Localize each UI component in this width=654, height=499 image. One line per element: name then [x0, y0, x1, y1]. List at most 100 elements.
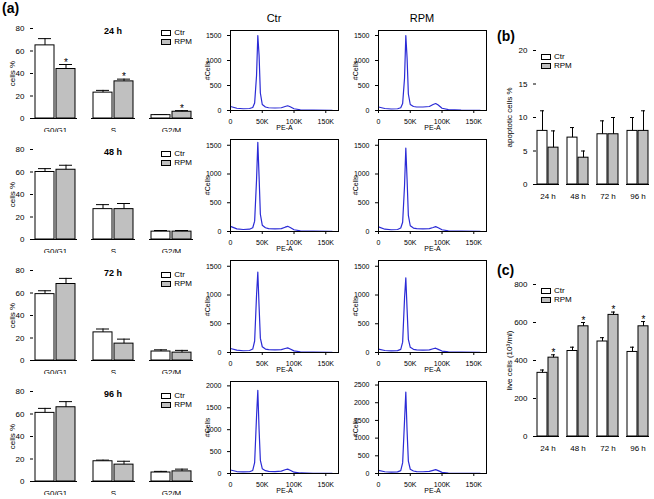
- svg-text:20: 20: [16, 334, 25, 343]
- svg-text:0: 0: [218, 107, 222, 114]
- svg-text:#Cells: #Cells: [352, 296, 359, 316]
- svg-text:50K: 50K: [404, 239, 417, 246]
- svg-text:72 h: 72 h: [600, 444, 616, 452]
- svg-text:0: 0: [366, 470, 370, 477]
- svg-text:0: 0: [218, 228, 222, 235]
- svg-text:*: *: [180, 103, 184, 114]
- svg-text:1500: 1500: [354, 32, 370, 39]
- svg-text:*: *: [64, 57, 68, 68]
- svg-text:S: S: [111, 368, 116, 374]
- svg-text:*: *: [582, 315, 586, 326]
- svg-text:150K: 150K: [466, 481, 483, 488]
- svg-text:0: 0: [523, 180, 528, 189]
- svg-text:24 h: 24 h: [540, 444, 556, 452]
- svg-text:72 h: 72 h: [600, 192, 616, 200]
- svg-text:cells %: cells %: [8, 424, 17, 449]
- svg-text:PE-A: PE-A: [276, 487, 293, 494]
- svg-text:0: 0: [377, 360, 381, 367]
- svg-text:500: 500: [210, 82, 222, 89]
- svg-text:0: 0: [366, 349, 370, 356]
- svg-text:*: *: [642, 314, 646, 325]
- svg-text:0: 0: [377, 481, 381, 488]
- svg-text:0: 0: [20, 235, 25, 244]
- svg-text:80: 80: [16, 145, 25, 154]
- svg-text:2000: 2000: [206, 382, 222, 389]
- svg-text:20: 20: [519, 46, 528, 55]
- svg-text:50K: 50K: [256, 239, 269, 246]
- svg-text:0: 0: [218, 349, 222, 356]
- svg-text:50K: 50K: [404, 118, 417, 125]
- svg-text:PE-A: PE-A: [276, 124, 293, 131]
- svg-text:G2/M: G2/M: [162, 247, 182, 253]
- svg-text:500: 500: [358, 320, 370, 327]
- svg-text:60: 60: [16, 168, 25, 177]
- svg-text:60: 60: [16, 410, 25, 419]
- svg-text:cells %: cells %: [8, 61, 17, 86]
- svg-text:0: 0: [218, 470, 222, 477]
- svg-text:0: 0: [366, 107, 370, 114]
- svg-text:500: 500: [358, 82, 370, 89]
- svg-text:600: 600: [514, 318, 528, 327]
- svg-text:*: *: [122, 71, 126, 82]
- svg-text:S: S: [111, 247, 116, 253]
- svg-text:50K: 50K: [404, 481, 417, 488]
- svg-text:20: 20: [16, 213, 25, 222]
- svg-text:50K: 50K: [256, 360, 269, 367]
- svg-text:150K: 150K: [318, 360, 335, 367]
- svg-text:500: 500: [210, 320, 222, 327]
- svg-text:#Cells: #Cells: [204, 60, 211, 80]
- svg-text:20: 20: [16, 455, 25, 464]
- svg-text:PE-A: PE-A: [276, 366, 293, 373]
- svg-text:G0/G1: G0/G1: [44, 247, 68, 253]
- svg-text:48 h: 48 h: [570, 192, 586, 200]
- svg-text:PE-A: PE-A: [424, 366, 441, 373]
- svg-text:500: 500: [358, 199, 370, 206]
- svg-text:150K: 150K: [318, 481, 335, 488]
- svg-text:96 h: 96 h: [630, 444, 646, 452]
- svg-text:1500: 1500: [206, 262, 222, 269]
- svg-text:0: 0: [523, 432, 528, 441]
- svg-text:60: 60: [16, 47, 25, 56]
- svg-text:apoptotic cells %: apoptotic cells %: [505, 87, 514, 147]
- svg-text:50K: 50K: [256, 481, 269, 488]
- svg-text:0: 0: [366, 228, 370, 235]
- svg-text:#Cells: #Cells: [204, 175, 211, 195]
- svg-text:#Cells: #Cells: [352, 417, 359, 437]
- svg-text:1500: 1500: [354, 141, 370, 148]
- svg-text:500: 500: [358, 452, 370, 459]
- svg-text:80: 80: [16, 24, 25, 33]
- svg-text:0: 0: [229, 239, 233, 246]
- svg-text:1500: 1500: [206, 141, 222, 148]
- svg-text:G0/G1: G0/G1: [44, 126, 68, 132]
- svg-text:0: 0: [20, 356, 25, 365]
- svg-text:500: 500: [210, 448, 222, 455]
- svg-text:live cells (10³/ml): live cells (10³/ml): [505, 330, 514, 390]
- svg-text:5: 5: [523, 147, 528, 156]
- svg-text:cells %: cells %: [8, 182, 17, 207]
- svg-text:150K: 150K: [466, 118, 483, 125]
- svg-text:800: 800: [514, 280, 528, 289]
- svg-text:2500: 2500: [354, 381, 370, 388]
- svg-text:150K: 150K: [466, 239, 483, 246]
- svg-text:0: 0: [20, 114, 25, 123]
- svg-text:S: S: [111, 489, 116, 495]
- svg-text:1500: 1500: [206, 404, 222, 411]
- svg-text:PE-A: PE-A: [424, 124, 441, 131]
- svg-text:0: 0: [377, 118, 381, 125]
- svg-text:400: 400: [514, 356, 528, 365]
- svg-text:G2/M: G2/M: [162, 368, 182, 374]
- svg-text:#Cells: #Cells: [352, 175, 359, 195]
- svg-text:150K: 150K: [466, 360, 483, 367]
- svg-text:50K: 50K: [404, 360, 417, 367]
- svg-text:15: 15: [519, 80, 528, 89]
- svg-text:#Cells: #Cells: [204, 296, 211, 316]
- svg-text:PE-A: PE-A: [424, 245, 441, 252]
- svg-text:0: 0: [229, 118, 233, 125]
- svg-text:#Cells: #Cells: [352, 60, 359, 80]
- svg-text:80: 80: [16, 266, 25, 275]
- svg-text:150K: 150K: [318, 118, 335, 125]
- svg-text:G2/M: G2/M: [162, 126, 182, 132]
- svg-text:0: 0: [229, 360, 233, 367]
- svg-text:*: *: [612, 304, 616, 315]
- svg-text:#Cells: #Cells: [204, 417, 211, 437]
